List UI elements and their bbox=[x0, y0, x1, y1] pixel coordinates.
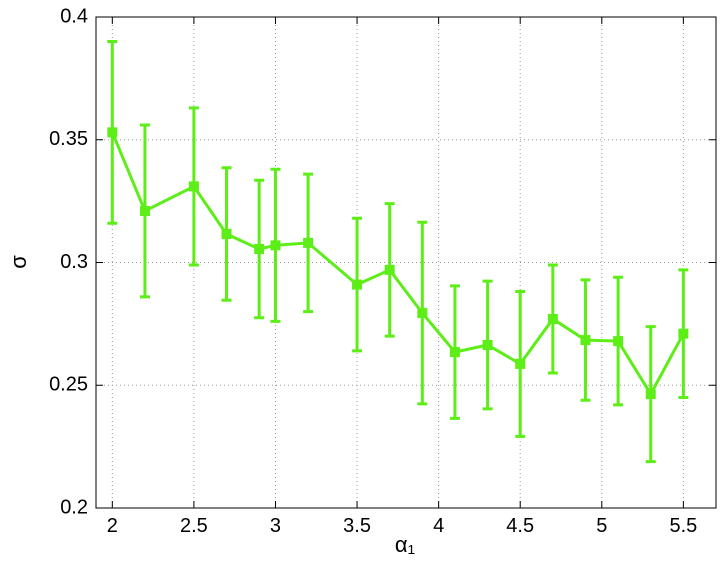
y-tick-label: 0.3 bbox=[60, 251, 88, 273]
x-tick-label: 3 bbox=[270, 515, 281, 537]
marker bbox=[303, 237, 314, 248]
x-tick-label: 4 bbox=[433, 515, 444, 537]
marker bbox=[645, 389, 656, 400]
marker bbox=[254, 243, 265, 254]
marker bbox=[613, 336, 624, 347]
marker bbox=[515, 358, 526, 369]
marker bbox=[417, 308, 428, 319]
marker bbox=[678, 328, 689, 339]
x-axis-label: α₁ bbox=[395, 532, 415, 557]
data-line bbox=[110, 131, 685, 398]
plot-frame bbox=[95, 16, 717, 509]
marker bbox=[221, 229, 232, 240]
marker bbox=[270, 240, 281, 251]
marker bbox=[482, 339, 493, 350]
x-tick-label: 2 bbox=[107, 515, 118, 537]
x-tick-label: 3.5 bbox=[343, 515, 371, 537]
marker bbox=[384, 264, 395, 275]
marker bbox=[107, 127, 118, 138]
x-tick-label: 5.5 bbox=[669, 515, 697, 537]
marker bbox=[449, 347, 460, 358]
marker bbox=[139, 205, 150, 216]
marker bbox=[580, 335, 591, 346]
y-tick-label: 0.4 bbox=[60, 5, 88, 27]
x-tick-label: 5 bbox=[596, 515, 607, 537]
marker bbox=[352, 279, 363, 290]
y-tick-label: 0.35 bbox=[49, 128, 88, 150]
marker bbox=[188, 181, 199, 192]
y-tick-label: 0.2 bbox=[60, 496, 88, 518]
y-tick-label: 0.25 bbox=[49, 374, 88, 396]
marker bbox=[547, 313, 558, 324]
x-tick-label: 2.5 bbox=[180, 515, 208, 537]
x-tick-label: 4.5 bbox=[506, 515, 534, 537]
y-axis-label: σ bbox=[6, 255, 31, 269]
